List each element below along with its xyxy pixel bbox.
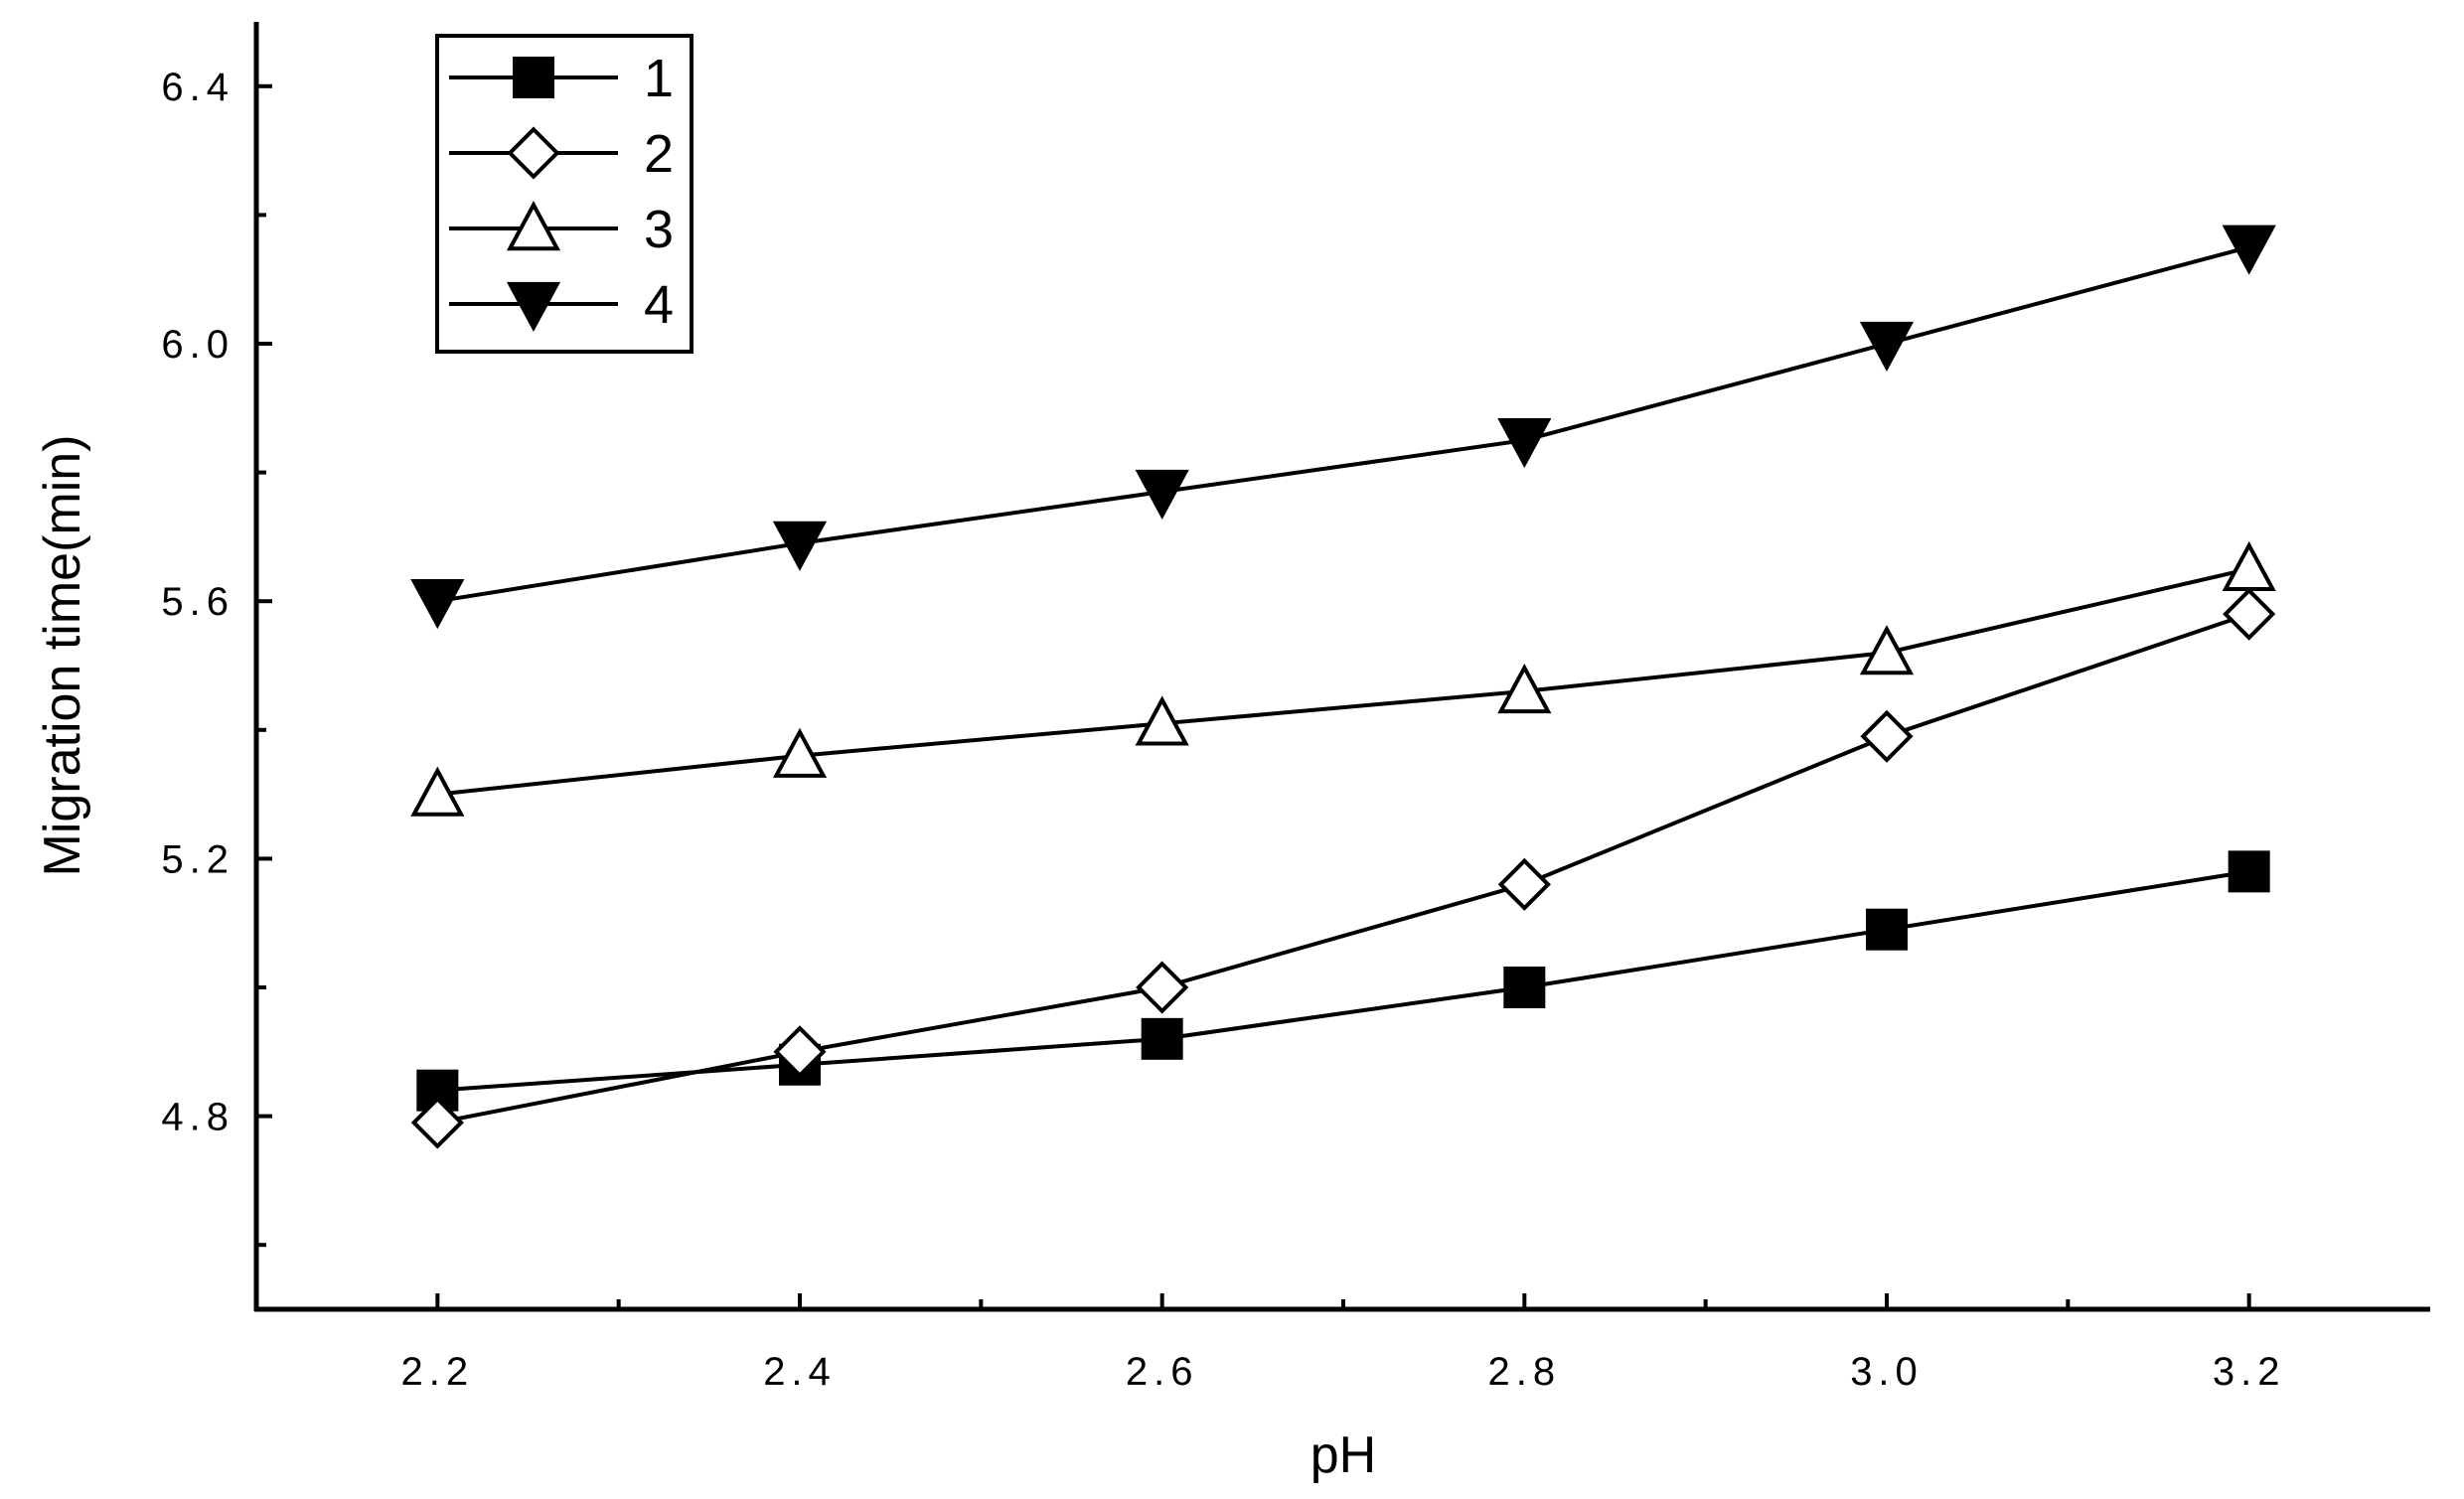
series-2-point <box>1860 709 1914 763</box>
series-2-point <box>2223 587 2276 641</box>
legend: 1 2 3 4 <box>435 34 693 354</box>
series-1-line <box>437 869 2249 1093</box>
series-3-point <box>772 727 828 778</box>
y-tick-label: 5.2 <box>161 837 234 881</box>
series-4-point <box>1135 469 1189 520</box>
legend-marker <box>507 126 560 180</box>
series-2-line <box>436 612 2250 1125</box>
series-3 <box>410 540 2276 817</box>
legend-entry-2: 2 <box>449 124 674 184</box>
series-3-point <box>1497 663 1552 714</box>
series-3-point <box>410 766 465 817</box>
series-3-point <box>1859 625 1915 675</box>
series-1-point <box>1866 908 1908 951</box>
series-1-point <box>2228 850 2270 893</box>
y-tick-label: 5.6 <box>161 580 234 624</box>
x-axis-ticks: 2.2 2.4 2.6 2.8 3.0 3.2 <box>254 1293 2286 1394</box>
legend-label: 4 <box>644 275 674 335</box>
x-axis-title: pH <box>1310 1426 1376 1484</box>
legend-marker <box>506 281 561 332</box>
x-tick-label: 3.0 <box>1850 1350 1924 1394</box>
x-tick-label: 2.4 <box>763 1350 837 1394</box>
series-3-line <box>437 566 2250 797</box>
series-3-point <box>1135 695 1189 746</box>
x-tick-label: 2.2 <box>401 1350 475 1394</box>
legend-label: 1 <box>644 49 674 108</box>
legend-label: 2 <box>644 124 674 184</box>
y-axis-title: Migration time(min) <box>34 435 91 877</box>
series-2-point <box>410 1096 464 1149</box>
legend-marker <box>513 57 554 98</box>
series-4-point <box>410 579 465 630</box>
series-1-point <box>1503 967 1546 1008</box>
series-4-point <box>1497 418 1552 469</box>
legend-marker <box>506 201 561 251</box>
y-tick-label: 6.0 <box>161 323 234 367</box>
legend-entry-4: 4 <box>449 275 674 335</box>
legend-box <box>435 34 693 354</box>
y-axis-ticks: 4.8 5.2 5.6 6.0 6.4 <box>161 66 272 1248</box>
y-tick-label: 4.8 <box>161 1096 234 1139</box>
series-1 <box>416 850 2270 1112</box>
series-4-point <box>1859 321 1915 372</box>
legend-label: 3 <box>644 200 674 259</box>
series-4 <box>410 225 2276 630</box>
legend-entry-3: 3 <box>449 200 674 259</box>
series-group <box>410 225 2276 1149</box>
series-2-point <box>1136 961 1189 1014</box>
series-4-point <box>772 521 828 571</box>
series-2-point <box>773 1025 827 1079</box>
series-3-point <box>2222 540 2276 591</box>
legend-entry-1: 1 <box>449 49 674 108</box>
x-tick-label: 3.2 <box>2213 1350 2286 1394</box>
series-4-line <box>437 244 2250 604</box>
series-2 <box>410 587 2276 1149</box>
x-tick-label: 2.6 <box>1126 1350 1199 1394</box>
series-2-point <box>1497 857 1551 911</box>
x-tick-label: 2.8 <box>1488 1350 1562 1394</box>
series-1-point <box>1141 1017 1183 1060</box>
series-4-point <box>2222 225 2276 275</box>
y-tick-label: 6.4 <box>161 66 234 109</box>
